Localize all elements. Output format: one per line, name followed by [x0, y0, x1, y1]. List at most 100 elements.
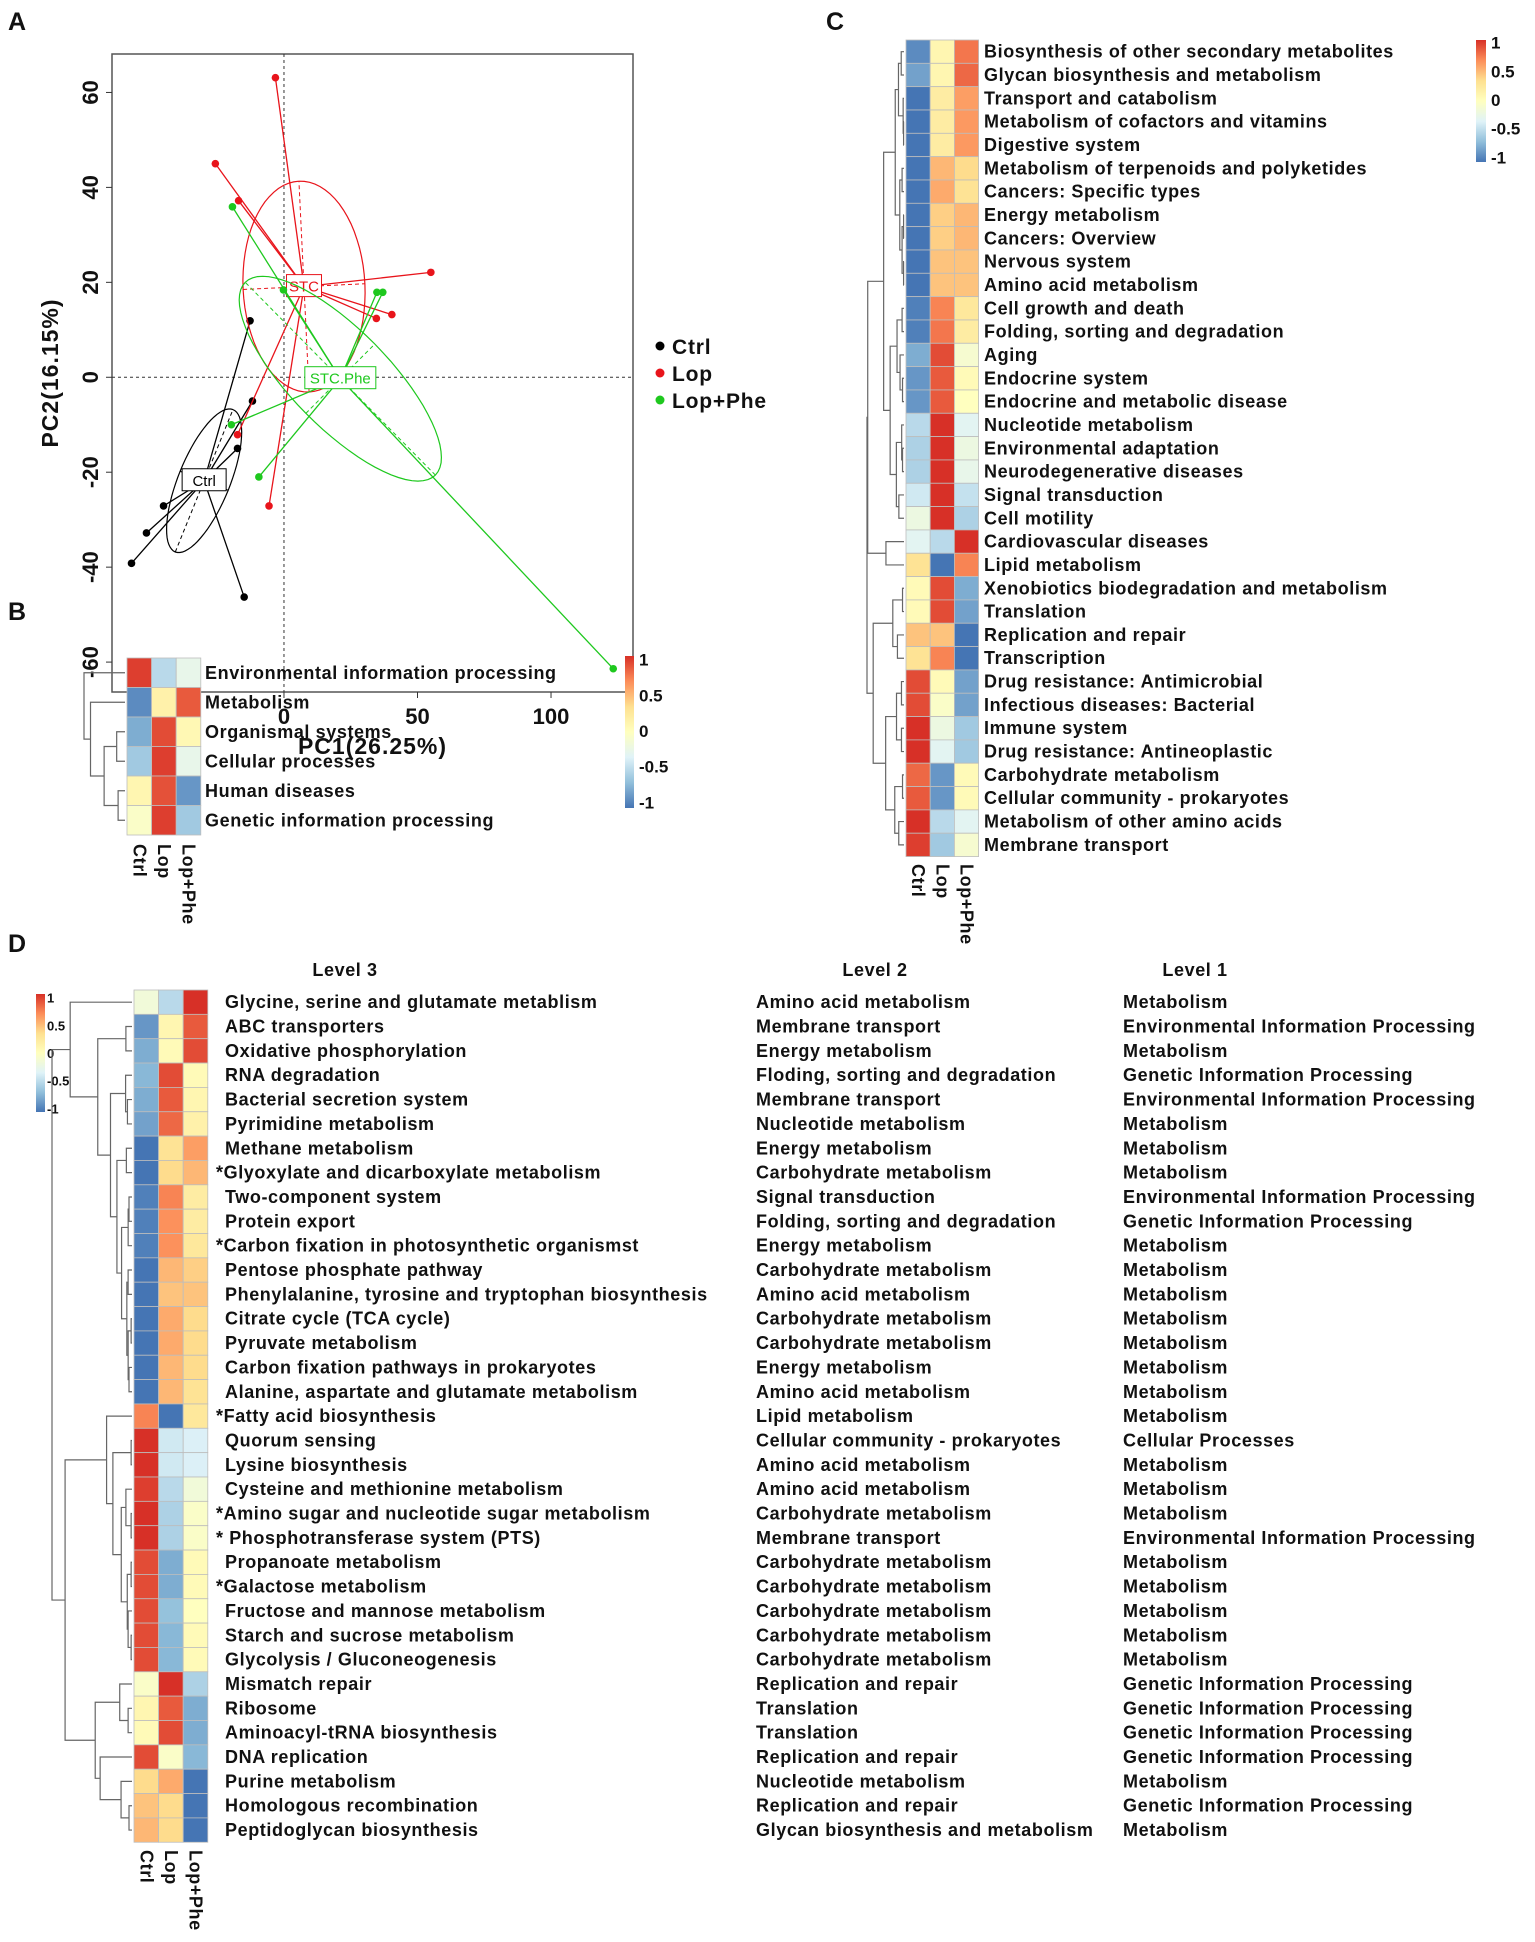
row-label: Pyruvate metabolism [225, 1333, 417, 1353]
heatmap-cell [158, 1379, 184, 1405]
heatmap-cell [158, 1622, 184, 1648]
heatmap-cell [126, 746, 153, 777]
heatmap-level2: Biosynthesis of other secondary metaboli… [866, 34, 1520, 945]
dendrogram-branch [885, 540, 904, 566]
row-label: Bacterial secretion system [225, 1090, 469, 1110]
level1-label: Metabolism [1123, 1138, 1228, 1158]
heatmap-cell [133, 1013, 160, 1040]
dendrogram-branch [900, 727, 904, 753]
dendrogram-branch [872, 622, 893, 764]
heatmap-cell [175, 746, 202, 777]
heatmap-cell [905, 109, 931, 134]
centroid-label-box [304, 366, 377, 390]
heatmap-cell [929, 599, 955, 624]
level1-label: Metabolism [1123, 1820, 1228, 1840]
heatmap-cell [929, 39, 955, 64]
column-label: Lop+Phe [957, 864, 977, 945]
row-label: Glycolysis / Gluconeogenesis [225, 1650, 497, 1670]
heatmap-cell [151, 746, 177, 777]
heatmap-cell [182, 1598, 209, 1624]
dendrogram-branch [130, 1561, 132, 1588]
level1-label: Cellular Processes [1123, 1430, 1295, 1450]
data-point [227, 420, 236, 429]
row-label: Endocrine and metabolic disease [984, 392, 1288, 412]
dendrogram-branch [901, 377, 904, 403]
row-label: Transcription [984, 648, 1106, 668]
heatmap-cell [905, 202, 931, 228]
heatmap-cell [182, 1379, 209, 1405]
heatmap-cell [182, 1354, 209, 1381]
row-label: Environmental adaptation [984, 438, 1219, 458]
dendrogram-branch [895, 441, 902, 508]
heatmap-cell [133, 1744, 160, 1770]
dendrogram-branch [130, 1634, 132, 1661]
heatmap-cell [929, 506, 955, 531]
legend-marker [655, 368, 665, 378]
heatmap-cell [158, 1208, 184, 1234]
row-label: DNA replication [225, 1747, 368, 1767]
heatmap-cell [182, 1793, 209, 1819]
dendrogram-branch [901, 447, 904, 473]
level2-label: Carbohydrate metabolism [756, 1504, 992, 1524]
panel-label-b: B [8, 598, 26, 626]
heatmap-cell [182, 1062, 209, 1088]
dendrogram-branch [125, 1488, 132, 1527]
dendrogram-branch [901, 587, 904, 613]
heatmap-cell [954, 366, 980, 391]
spider-line [268, 286, 305, 507]
heatmap-cell [133, 1038, 160, 1064]
column-label: Lop [154, 844, 174, 879]
dendrogram-branch [69, 1001, 132, 1098]
heatmap-cell [158, 1427, 184, 1454]
spider-line [258, 378, 341, 478]
x-tick-label: 50 [405, 704, 429, 729]
row-label: Pyrimidine metabolism [225, 1114, 435, 1134]
heatmap-cell [954, 272, 980, 298]
spider-line [236, 286, 305, 435]
heatmap-cell [158, 1330, 184, 1356]
row-label: * Phosphotransferase system (PTS) [216, 1528, 541, 1548]
heatmap-cell [158, 1403, 184, 1429]
heatmap-cell [905, 62, 931, 88]
heatmap-cell [133, 1476, 160, 1502]
heatmap-cell [133, 1087, 160, 1113]
dendrogram-branch [120, 1780, 132, 1819]
heatmap-cell [954, 482, 980, 507]
heatmap-cell [905, 296, 931, 321]
data-point [271, 73, 280, 82]
row-label: Digestive system [984, 135, 1141, 155]
heatmap-cell [133, 1793, 160, 1819]
heatmap-cell [905, 809, 931, 834]
heatmap-cell [905, 786, 931, 811]
spider-line [203, 400, 254, 482]
heatmap-cell [954, 809, 980, 834]
level2-label: Energy metabolism [756, 1357, 932, 1377]
ellipse-minor-axis [305, 343, 376, 414]
heatmap-cell [929, 529, 955, 554]
heatmap-cell [133, 1330, 160, 1356]
confidence-ellipse [238, 275, 443, 482]
heatmap-cell [954, 599, 980, 624]
centroid-label-box [181, 468, 227, 492]
color-legend-label: 0 [1491, 91, 1500, 110]
row-label: Phenylalanine, tyrosine and tryptophan b… [225, 1284, 708, 1304]
heatmap-cell [158, 1038, 184, 1064]
dendrogram-branch [130, 1512, 132, 1539]
heatmap-cell [182, 1160, 209, 1186]
heatmap-cell [182, 1671, 209, 1697]
color-legend-label: 1 [639, 651, 648, 670]
heatmap-cell [954, 202, 980, 228]
heatmap-cell [929, 366, 955, 391]
color-legend-label: -0.5 [47, 1074, 69, 1089]
row-label: *Amino sugar and nucleotide sugar metabo… [216, 1504, 650, 1524]
heatmap-cell [954, 669, 980, 694]
heatmap-cell [929, 786, 955, 811]
confidence-ellipse [165, 408, 243, 554]
heatmap-cell [954, 786, 980, 811]
heatmap-cell [182, 1720, 209, 1746]
data-point [233, 444, 242, 453]
level2-label: Amino acid metabolism [756, 1382, 971, 1402]
heatmap-cell [905, 552, 931, 577]
data-point [427, 268, 435, 277]
